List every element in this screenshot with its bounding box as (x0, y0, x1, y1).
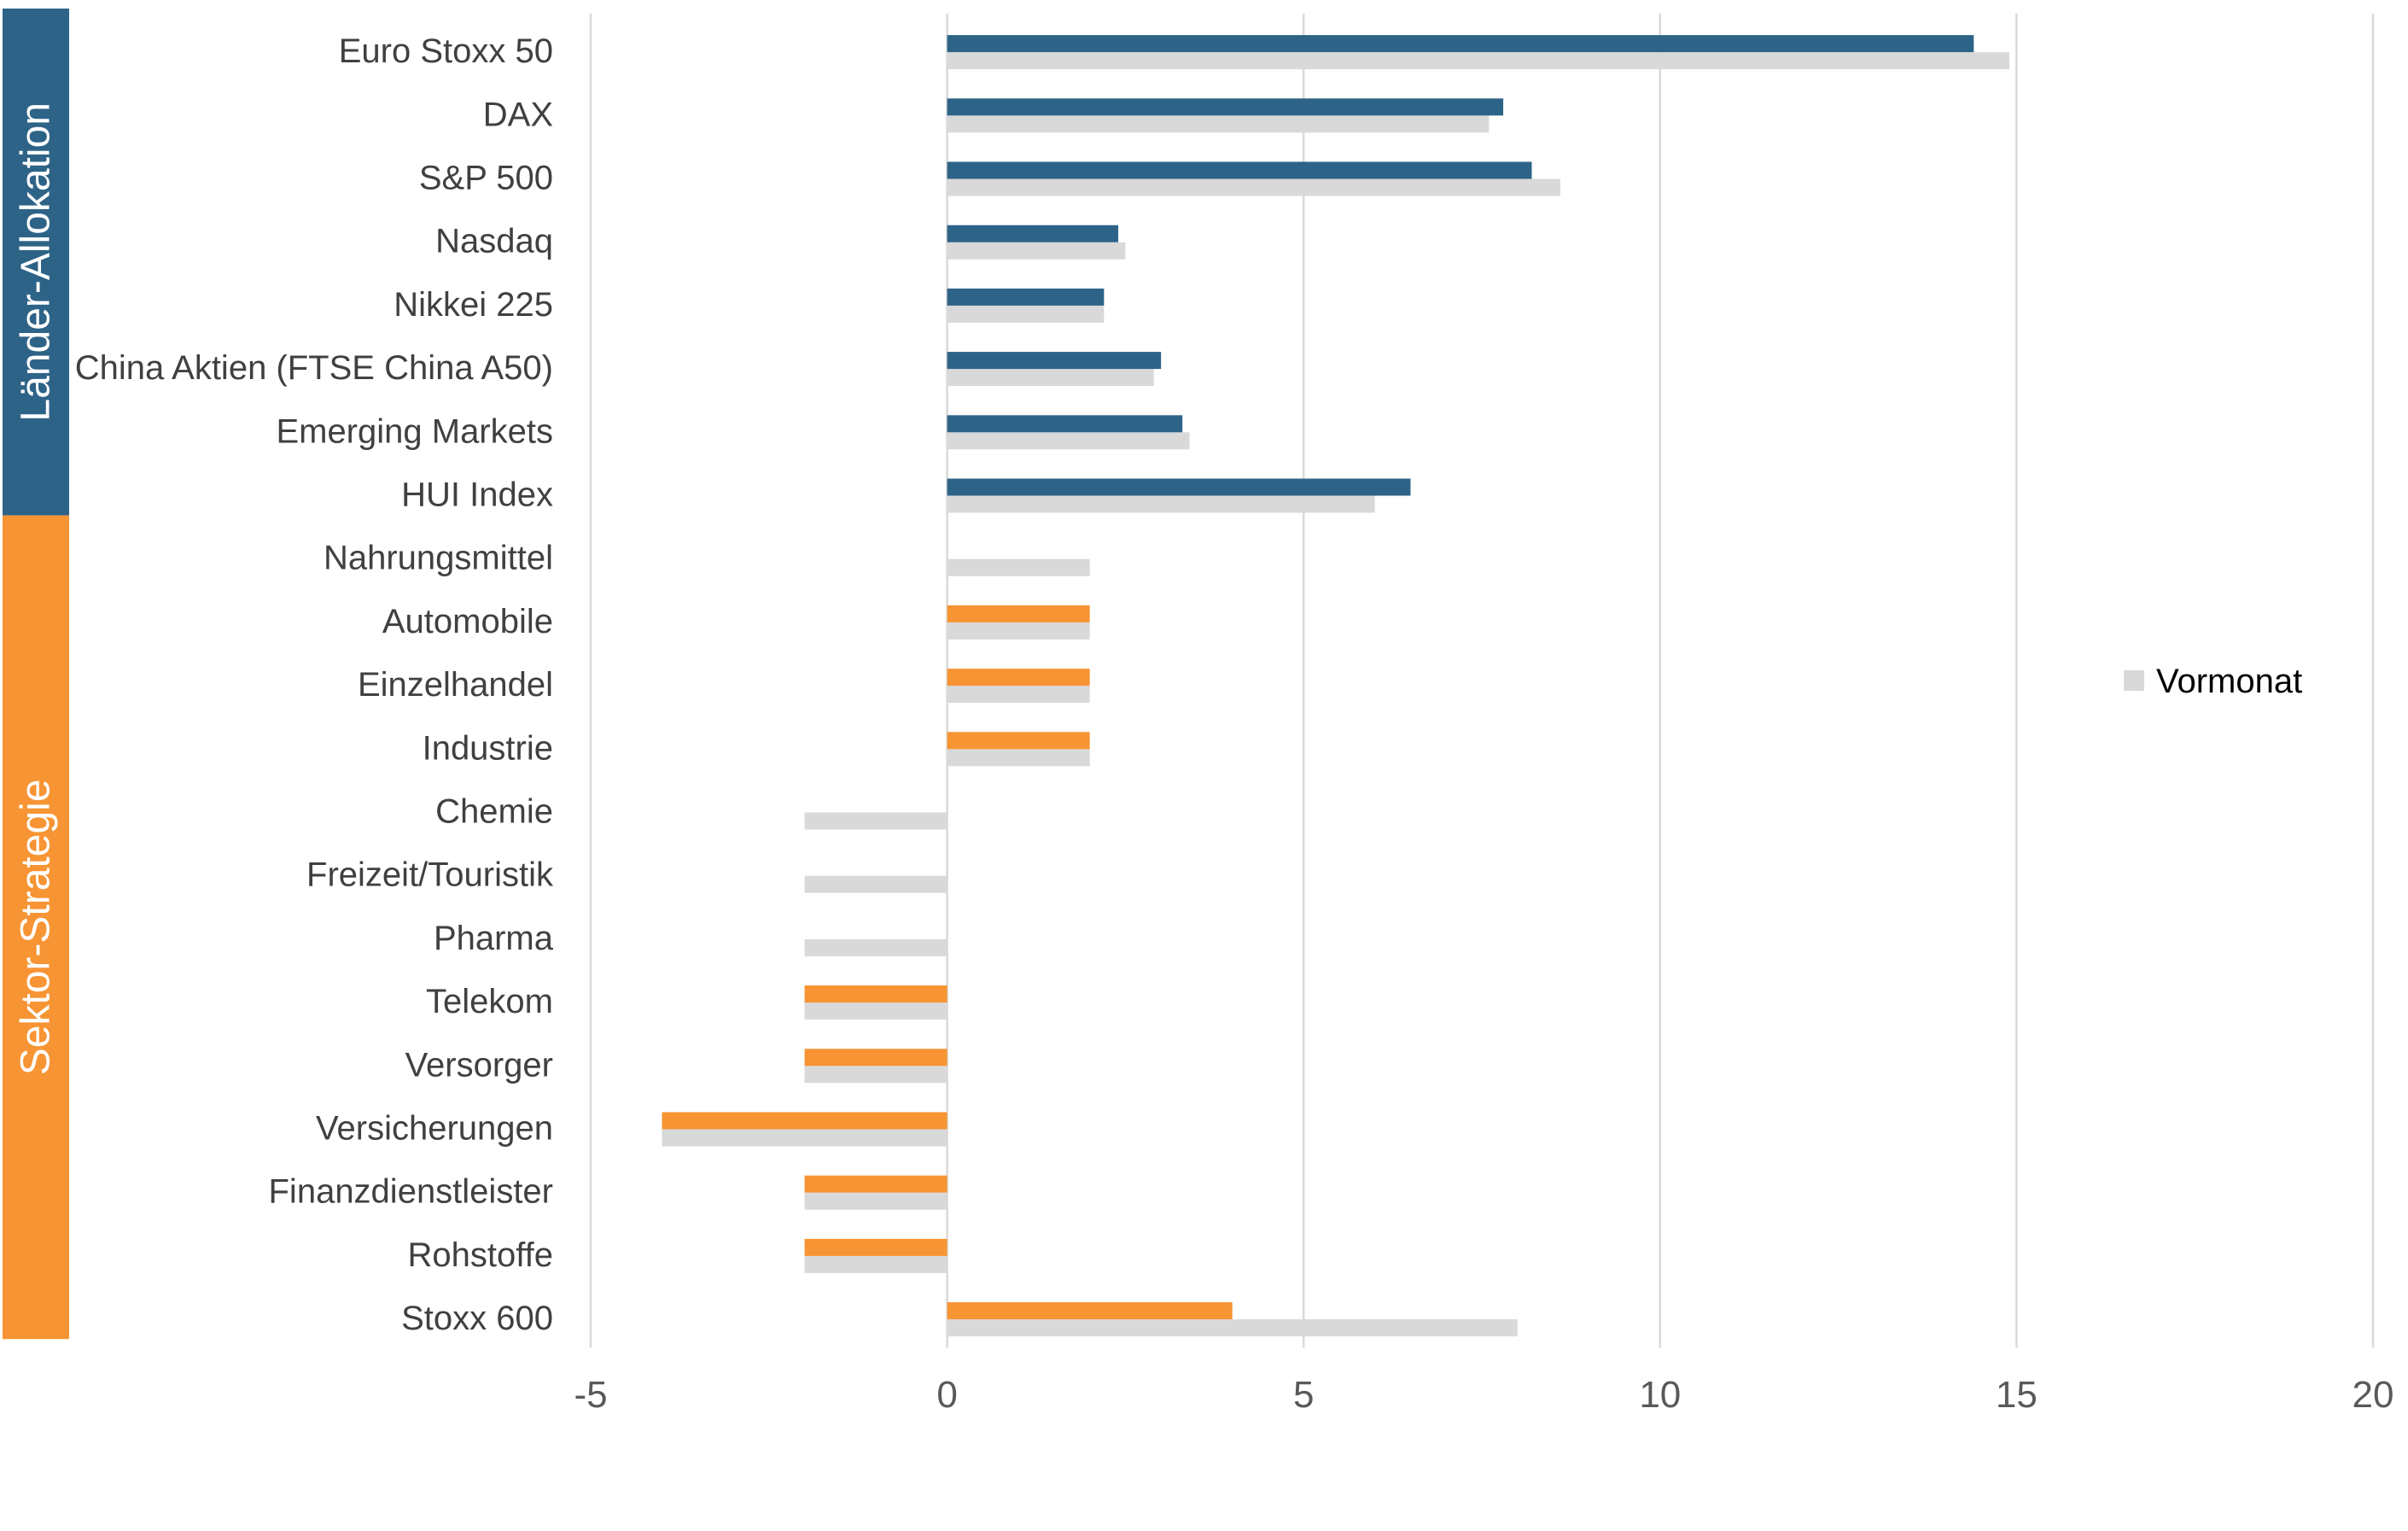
bar-current (947, 98, 1504, 116)
category-label: Nahrungsmittel (324, 540, 553, 577)
bar-current (947, 161, 1532, 179)
bar-vormonat (947, 52, 2010, 70)
bar-current (947, 1302, 1233, 1320)
bar-vormonat (947, 305, 1105, 323)
category-label: Pharma (434, 920, 554, 957)
category-label: Rohstoffe (408, 1236, 554, 1274)
legend-label-vormonat: Vormonat (2156, 663, 2302, 700)
bar-current (662, 1112, 947, 1130)
x-tick-label: 5 (1293, 1374, 1314, 1416)
category-label: Einzelhandel (358, 666, 553, 704)
x-tick-label: 10 (1639, 1374, 1681, 1416)
bar-vormonat (947, 686, 1090, 704)
bar-vormonat (947, 495, 1375, 513)
category-label: Stoxx 600 (401, 1300, 553, 1337)
bar-vormonat (947, 369, 1154, 387)
x-tick-label: 15 (1996, 1374, 2038, 1416)
bar-current (804, 985, 947, 1003)
category-label: Chemie (435, 793, 553, 831)
category-label: Emerging Markets (276, 412, 553, 450)
category-label: Nikkei 225 (394, 286, 553, 324)
category-label: Versicherungen (316, 1110, 553, 1148)
bar-current (947, 669, 1090, 687)
bar-current (804, 1175, 947, 1193)
category-label: Telekom (426, 983, 553, 1020)
category-label: HUI Index (401, 476, 553, 514)
bar-current (947, 605, 1090, 622)
category-label: Versorger (405, 1046, 553, 1084)
bar-current (947, 225, 1119, 243)
bar-vormonat (947, 432, 1190, 450)
x-tick-label: 0 (936, 1374, 957, 1416)
category-label: Automobile (382, 603, 553, 640)
bar-vormonat (804, 1192, 947, 1210)
category-label: S&P 500 (419, 160, 553, 197)
bar-current (947, 352, 1162, 370)
bar-vormonat (804, 1066, 947, 1084)
group-label-2: Sektor-Strategie (14, 779, 59, 1075)
category-label: Industrie (423, 729, 553, 767)
group-label-1: Länder-Allokation (14, 102, 59, 422)
category-label: DAX (483, 96, 553, 133)
bar-vormonat (947, 558, 1090, 576)
bar-current (804, 1049, 947, 1066)
bar-vormonat (804, 1255, 947, 1273)
bar-vormonat (947, 178, 1560, 196)
group-band-1 (3, 9, 69, 516)
group-band-2 (3, 515, 69, 1340)
bar-vormonat (947, 1319, 1518, 1337)
x-tick-label: 20 (2353, 1374, 2394, 1416)
bar-current (947, 415, 1183, 433)
bar-current (947, 35, 1974, 53)
bar-current (947, 478, 1411, 496)
bar-vormonat (947, 749, 1090, 767)
x-tick-label: -5 (574, 1374, 607, 1416)
bar-vormonat (804, 938, 947, 956)
category-label: China Aktien (FTSE China A50) (75, 349, 553, 387)
bar-vormonat (804, 812, 947, 830)
bar-vormonat (947, 115, 1490, 133)
category-label: Finanzdienstleister (269, 1173, 554, 1211)
category-label: Euro Stoxx 50 (339, 32, 553, 70)
legend-swatch-vormonat (2124, 670, 2144, 691)
bar-vormonat (947, 622, 1090, 640)
bar-current (947, 288, 1105, 306)
bar-vormonat (947, 242, 1126, 260)
category-label: Nasdaq (435, 223, 553, 260)
bar-current (804, 1238, 947, 1256)
bar-current (947, 732, 1090, 750)
bar-vormonat (804, 875, 947, 893)
bar-vormonat (804, 1002, 947, 1020)
category-label: Freizeit/Touristik (306, 856, 554, 894)
bar-vormonat (662, 1129, 947, 1147)
